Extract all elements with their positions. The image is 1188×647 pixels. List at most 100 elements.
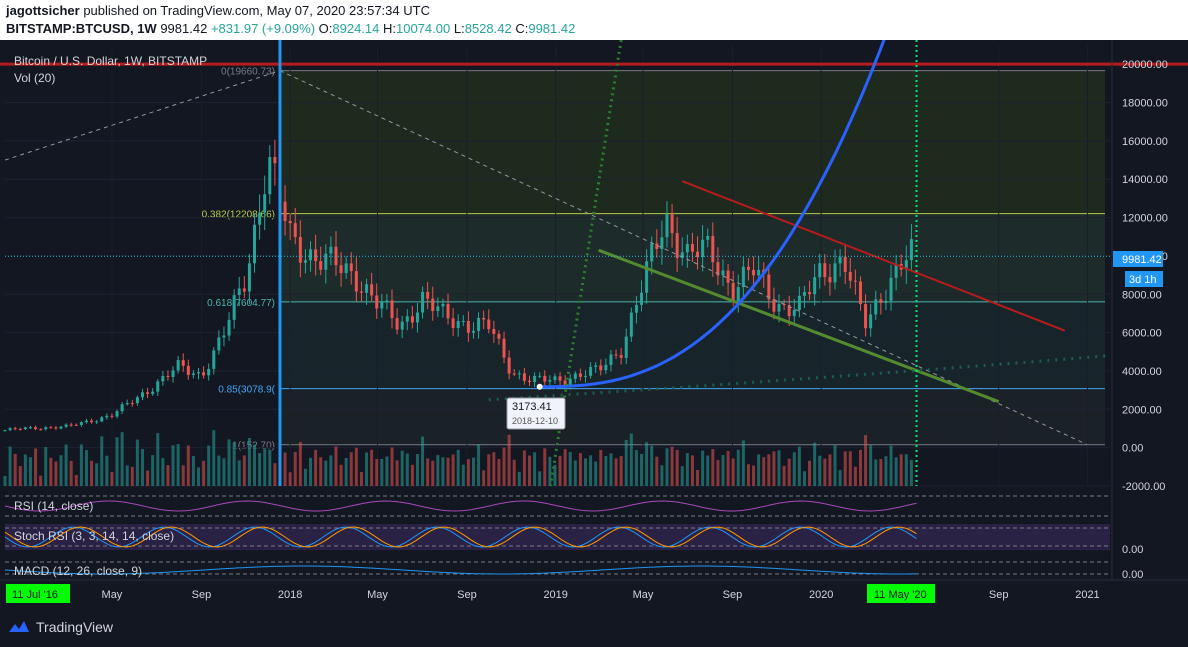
volume-bar (359, 471, 363, 486)
tradingview-brand[interactable]: TradingView (8, 619, 113, 635)
candle-body (650, 243, 654, 262)
volume-bar (477, 444, 481, 486)
volume-bar (813, 442, 817, 486)
candle-body (140, 392, 144, 398)
candle-body (232, 295, 236, 320)
time-tick-label: May (367, 589, 388, 601)
volume-bar (538, 471, 542, 486)
candle-body (482, 317, 486, 320)
fib-band (279, 70, 1106, 214)
volume-bar (482, 470, 486, 486)
candle-body (680, 252, 684, 258)
volume-bar (273, 463, 277, 486)
volume-bar (227, 439, 231, 486)
macd-pane (5, 558, 1110, 578)
volume-bar (456, 449, 460, 486)
macd-label: MACD (12, 26, close, 9) (14, 564, 142, 578)
candle-body (589, 366, 593, 376)
volume-bar (415, 454, 419, 486)
open-label: O: (318, 21, 333, 36)
footer: TradingView (0, 607, 1188, 647)
candle-body (258, 212, 262, 225)
brand-name: TradingView (36, 619, 114, 635)
candle-body (828, 277, 832, 283)
candle-body (884, 300, 888, 303)
volume-bar (563, 449, 567, 486)
red-downtrend-line (681, 180, 1066, 332)
candle-body (746, 266, 750, 270)
candle-body (197, 372, 201, 374)
candle-body (838, 256, 842, 264)
stoch-k-line (4, 526, 917, 548)
time-tick-label: Sep (457, 589, 477, 601)
volume-bar (385, 456, 389, 486)
volume-bar (711, 449, 715, 486)
candle-body (431, 298, 435, 312)
volume-bar (578, 453, 582, 486)
volume-bar (334, 446, 338, 486)
volume-bar (212, 430, 216, 486)
candle-body (889, 277, 893, 301)
volume-bar (853, 466, 857, 486)
volume-bar (258, 453, 262, 486)
candle-body (538, 375, 542, 377)
candle-body (365, 284, 369, 293)
volume-bar (874, 459, 878, 486)
volume-bar (701, 450, 705, 486)
price-tick-label: 12000.00 (1122, 213, 1168, 225)
volume-bar (690, 455, 694, 486)
candle-body (39, 429, 43, 431)
last-price: 9981.42 (160, 21, 208, 36)
candle-body (904, 260, 908, 270)
candle-body (767, 274, 771, 300)
volume-bar (736, 449, 740, 486)
candle-body (410, 316, 414, 323)
candle-body (477, 317, 481, 331)
price-chart[interactable]: 0(19660.73) 0.382(12208.66) 0.618(7604.77)… (0, 2, 1188, 607)
time-tick-label: 2019 (543, 589, 567, 601)
volume-bar (507, 434, 511, 486)
price-tick-label: 6000.00 (1122, 328, 1162, 340)
chart-area[interactable]: 0(19660.73) 0.382(12208.66) 0.618(7604.77)… (0, 2, 1188, 607)
volume-bar (746, 464, 750, 486)
start-date-badge (6, 584, 70, 603)
volume-bar (232, 442, 236, 486)
volume-bar (797, 446, 801, 486)
volume-bar (589, 455, 593, 486)
published-text: published on TradingView.com, May 07, 20… (83, 3, 430, 18)
candle-body (247, 263, 251, 292)
candle-body (309, 249, 313, 261)
volume-bar (884, 456, 888, 486)
volume-bar (115, 437, 119, 486)
parabolic-curve (539, 2, 900, 389)
candle-body (426, 291, 430, 299)
volume-bar (527, 455, 531, 486)
volume-bar (84, 450, 88, 486)
candle-body (79, 422, 83, 425)
candle-body (858, 281, 862, 305)
volume-bar (156, 433, 160, 486)
volume-bar (365, 452, 369, 486)
candle-body (757, 269, 761, 276)
candle-body (415, 312, 419, 323)
candle-body (90, 420, 94, 423)
volume-bar (706, 455, 710, 486)
candle-body (359, 291, 363, 293)
publish-line: jagottsicher published on TradingView.co… (6, 3, 430, 18)
volume-bar (619, 456, 623, 486)
candle-body (726, 270, 730, 283)
candle-body (543, 375, 547, 382)
candle-body (629, 312, 633, 337)
candle-body (696, 251, 700, 258)
volume-bar (650, 445, 654, 486)
volume-bar (161, 458, 165, 486)
candle-body (263, 194, 267, 213)
candle-body (283, 201, 287, 222)
candle-body (614, 354, 618, 356)
volume-bar (426, 458, 430, 486)
stoch-d-line (4, 526, 917, 548)
candle-body (207, 368, 211, 376)
author-name[interactable]: jagottsicher (6, 3, 80, 18)
volume-bar (726, 451, 730, 486)
candle-body (507, 357, 511, 374)
